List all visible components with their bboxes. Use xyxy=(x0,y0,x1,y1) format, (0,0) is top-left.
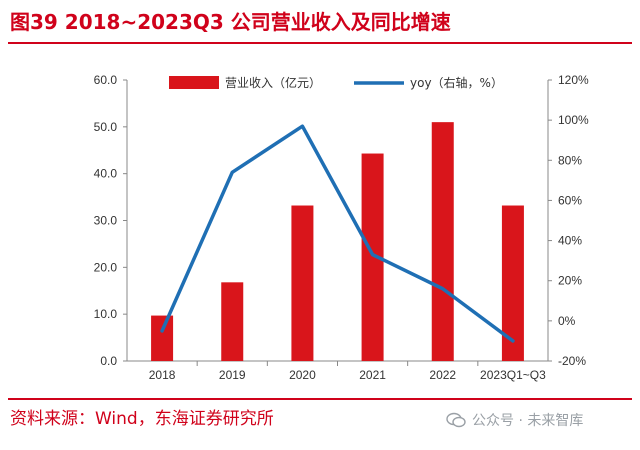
tick-labels: 0.0 10.0 20.0 30.0 40.0 50.0 60.0 -20% 0% 20% 40% 6… xyxy=(94,73,589,382)
revenue-bar xyxy=(361,153,384,361)
right-tick-label: -20% xyxy=(558,354,586,368)
left-tick-label: 60.0 xyxy=(94,73,118,87)
revenue-bar xyxy=(291,205,314,361)
revenue-bar xyxy=(221,282,244,361)
legend-label-revenue: 营业收入（亿元） xyxy=(225,75,321,90)
revenue-bar xyxy=(501,205,524,361)
left-tick-label: 10.0 xyxy=(94,307,118,321)
revenue-bar xyxy=(431,122,454,362)
figure-title: 图39 2018~2023Q3 公司营业收入及同比增速 xyxy=(10,10,451,34)
left-tick-label: 20.0 xyxy=(94,260,118,274)
wechat-icon xyxy=(446,412,466,428)
right-tick-label: 120% xyxy=(558,73,589,87)
watermark-text: 公众号 · 未来智库 xyxy=(472,413,584,429)
line-series xyxy=(160,124,515,343)
chart: 0.0 10.0 20.0 30.0 40.0 50.0 60.0 -20% 0% 20% 40% 6… xyxy=(94,73,589,382)
revenue-bar xyxy=(151,315,174,361)
right-tick-label: 20% xyxy=(558,274,582,288)
right-tick-label: 80% xyxy=(558,153,582,167)
legend-label-yoy: yoy（右轴，%） xyxy=(410,75,503,90)
left-tick-label: 30.0 xyxy=(94,214,118,228)
watermark: 公众号 · 未来智库 xyxy=(446,410,583,430)
right-tick-label: 0% xyxy=(558,314,576,328)
right-tick-label: 60% xyxy=(558,193,582,207)
left-tick-label: 50.0 xyxy=(94,120,118,134)
left-tick-label: 40.0 xyxy=(94,167,118,181)
x-tick-label: 2018 xyxy=(149,368,176,382)
x-tick-label: 2023Q1~Q3 xyxy=(480,368,546,382)
title-divider xyxy=(8,42,632,44)
x-tick-label: 2020 xyxy=(289,368,316,382)
right-tick-label: 40% xyxy=(558,234,582,248)
legend: 营业收入（亿元） yoy（右轴，%） xyxy=(169,75,503,90)
footer-divider xyxy=(8,398,632,400)
x-tick-label: 2022 xyxy=(429,368,456,382)
yoy-line xyxy=(160,124,515,343)
legend-swatch-revenue xyxy=(169,76,219,89)
x-tick-label: 2021 xyxy=(359,368,386,382)
axes xyxy=(123,79,552,366)
left-tick-label: 0.0 xyxy=(100,354,117,368)
bar-series xyxy=(151,122,524,362)
source-note: 资料来源：Wind，东海证券研究所 xyxy=(10,409,274,429)
x-tick-label: 2019 xyxy=(219,368,246,382)
right-tick-label: 100% xyxy=(558,113,589,127)
